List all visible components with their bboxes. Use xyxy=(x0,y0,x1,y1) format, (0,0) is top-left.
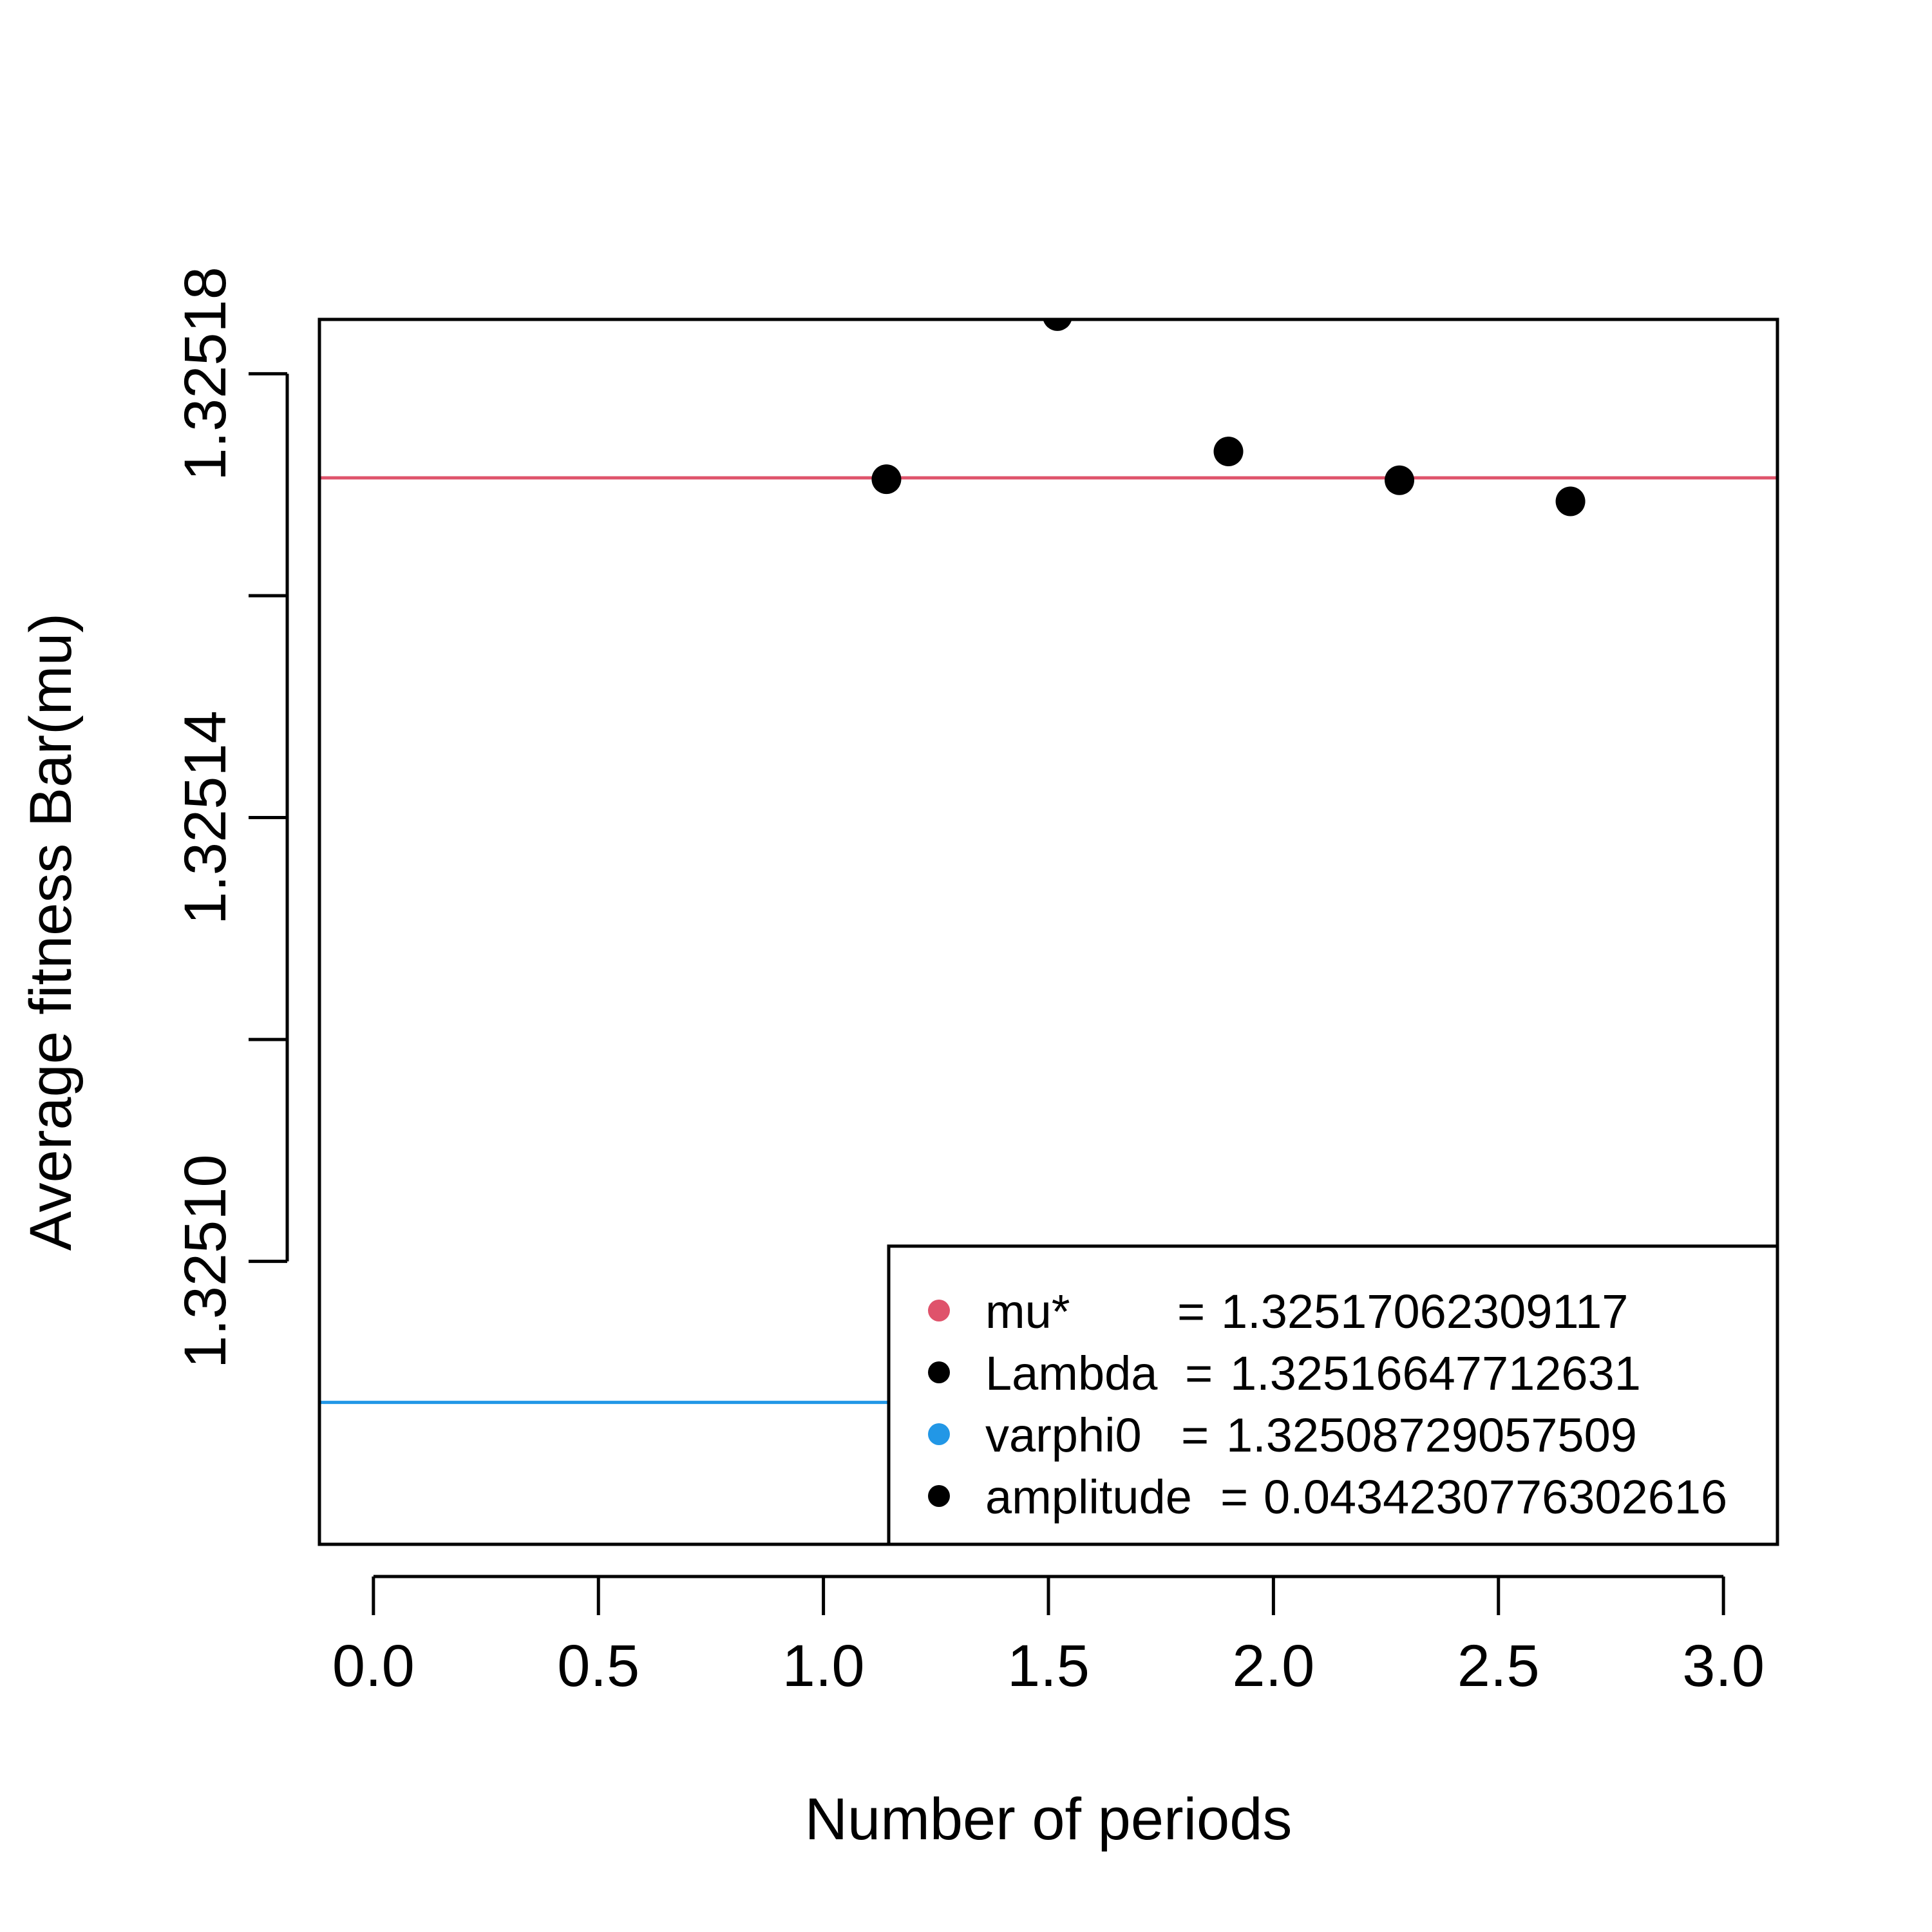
x-tick-label-4: 2.0 xyxy=(1232,1633,1314,1699)
data-point-2 xyxy=(1213,437,1244,467)
x-axis: 0.0 0.5 1.0 1.5 2.0 2.5 3.0 xyxy=(332,1575,1765,1699)
x-axis-label: Number of periods xyxy=(805,1786,1293,1852)
legend-marker-0 xyxy=(928,1300,950,1321)
legend-value-0: 1.32517062309117 xyxy=(1221,1285,1628,1338)
legend-key-1: Lambda xyxy=(985,1347,1158,1400)
legend-marker-2 xyxy=(928,1423,950,1445)
legend-value-2: 1.32508729057509 xyxy=(1226,1408,1637,1462)
x-tick-label-2: 1.0 xyxy=(782,1633,865,1699)
x-tick-label-5: 2.5 xyxy=(1457,1633,1540,1699)
x-tick-label-3: 1.5 xyxy=(1007,1633,1090,1699)
legend-marker-3 xyxy=(928,1485,950,1507)
data-point-4 xyxy=(1555,486,1586,516)
legend-key-2: varphi0 xyxy=(985,1408,1142,1462)
y-tick-label-4: 1.32518 xyxy=(173,267,238,481)
legend-marker-1 xyxy=(928,1361,950,1383)
data-point-1 xyxy=(1043,319,1072,331)
legend-sep-0: = xyxy=(1177,1285,1205,1338)
x-tick-label-6: 3.0 xyxy=(1682,1633,1765,1699)
x-tick-label-1: 0.5 xyxy=(557,1633,639,1699)
y-axis-label: Average fitness Bar(mu) xyxy=(18,613,84,1251)
data-point-3 xyxy=(1385,465,1415,495)
legend-key-0: mu* xyxy=(985,1285,1070,1338)
legend-sep-2: = xyxy=(1181,1408,1209,1462)
plot-frame xyxy=(317,317,1779,1546)
legend-key-3: amplitude xyxy=(985,1470,1192,1524)
y-tick-label-2: 1.32514 xyxy=(173,710,238,925)
legend-sep-1: = xyxy=(1185,1347,1213,1400)
x-tick-label-0: 0.0 xyxy=(332,1633,415,1699)
legend-box xyxy=(887,1244,1779,1546)
data-point-0 xyxy=(871,464,902,495)
y-tick-label-0: 1.32510 xyxy=(173,1154,238,1368)
y-axis: 1.32510 1.32514 1.32518 xyxy=(173,267,289,1368)
legend-sep-3: = xyxy=(1220,1470,1248,1524)
legend-value-1: 1.32516647712631 xyxy=(1230,1347,1641,1400)
data-points xyxy=(871,319,1586,516)
legend-value-3: 0.0434230776302616 xyxy=(1264,1470,1727,1524)
